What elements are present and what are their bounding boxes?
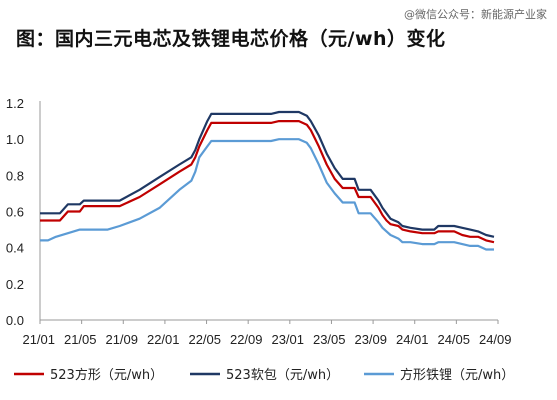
x-tick-label: 23/01 [271, 332, 304, 347]
x-tick-label: 22/05 [188, 332, 221, 347]
x-tick-label: 22/01 [147, 332, 180, 347]
legend-label-0: 523方形（元/wh） [50, 367, 163, 383]
x-tick-label: 21/09 [105, 332, 138, 347]
x-tick-label: 23/05 [313, 332, 346, 347]
y-tick-label: 0.0 [6, 313, 24, 328]
x-tick-label: 24/01 [396, 332, 429, 347]
series-line-0 [40, 120, 495, 244]
y-tick-label: 1.0 [6, 132, 24, 147]
x-tick-label: 22/09 [230, 332, 263, 347]
series-line-1 [40, 110, 495, 238]
x-tick-label: 24/09 [479, 332, 512, 347]
series-lines [40, 110, 495, 251]
y-tick-label: 0.6 [6, 205, 24, 220]
x-tick-label: 21/05 [64, 332, 97, 347]
legend-label-2: 方形铁锂（元/wh） [400, 367, 514, 383]
y-tick-label: 0.8 [6, 168, 24, 183]
x-tick-label: 23/09 [354, 332, 387, 347]
y-tick-label: 1.2 [6, 96, 24, 111]
x-tick-label: 24/05 [437, 332, 470, 347]
legend-label-1: 523软包（元/wh） [226, 368, 339, 383]
y-tick-label: 0.2 [6, 277, 24, 292]
chart-title: 图：国内三元电芯及铁锂电芯价格（元/wh）变化 [16, 28, 446, 50]
watermark: @微信公众号：新能源产业家 [404, 8, 547, 21]
x-tick-label: 21/01 [22, 332, 55, 347]
series-line-2 [40, 138, 494, 251]
legend: 523方形（元/wh） 523软包（元/wh） 方形铁锂（元/wh） [14, 367, 514, 383]
axes: 0.0 0.2 0.4 0.6 0.8 1.0 1.2 21/01 21/05 21/09 22/0… [6, 96, 512, 347]
y-tick-label: 0.4 [6, 241, 24, 256]
